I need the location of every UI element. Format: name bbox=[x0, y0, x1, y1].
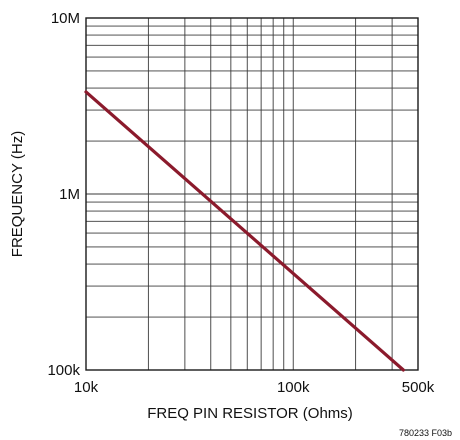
plot-frame bbox=[85, 17, 419, 371]
series-layer bbox=[84, 90, 405, 372]
grid-lines bbox=[86, 18, 418, 370]
figure-code: 780233 F03b bbox=[399, 428, 452, 438]
series-line bbox=[84, 90, 405, 372]
y-tick-label: 10M bbox=[51, 10, 80, 27]
x-tick-label: 100k bbox=[277, 379, 310, 396]
x-tick-label: 10k bbox=[74, 379, 99, 396]
y-tick-label: 100k bbox=[47, 362, 80, 379]
x-axis-label: FREQ PIN RESISTOR (Ohms) bbox=[147, 405, 353, 422]
y-axis-label: FREQUENCY (Hz) bbox=[9, 131, 26, 257]
x-tick-label: 500k bbox=[402, 379, 435, 396]
y-tick-label: 1M bbox=[59, 186, 80, 203]
